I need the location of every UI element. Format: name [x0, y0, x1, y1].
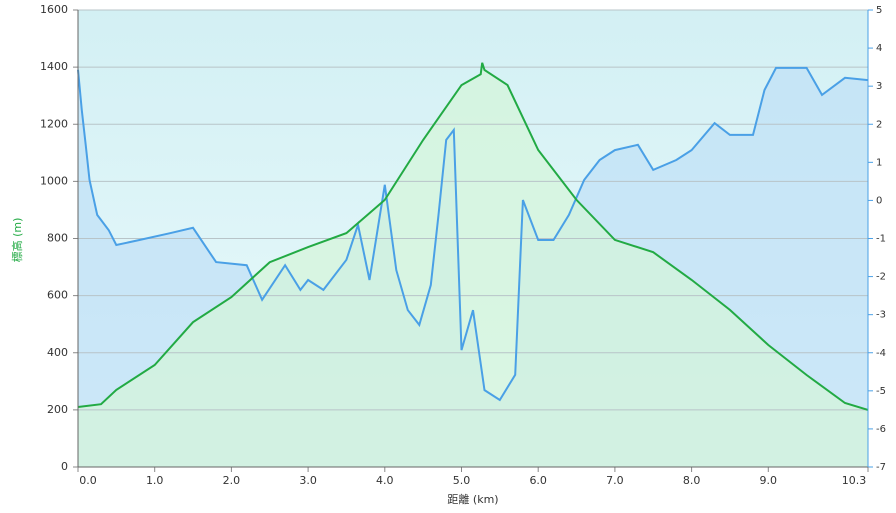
x-tick-label: 5.0 — [453, 474, 471, 487]
y2-tick-label: -3 — [876, 310, 886, 321]
y2-tick-label: -2 — [876, 272, 886, 283]
x-tick-label: 7.0 — [606, 474, 624, 487]
x-tick-label: 2.0 — [223, 474, 241, 487]
y2-tick-label: -5 — [876, 386, 886, 397]
y-tick-label: 1000 — [40, 174, 68, 187]
area — [78, 62, 868, 468]
y-tick-label: 400 — [47, 346, 68, 359]
y-tick-label: 1600 — [40, 3, 68, 16]
y-tick-label: 1400 — [40, 60, 68, 73]
x-tick-label: 0.0 — [79, 474, 97, 487]
y2-tick-label: -1 — [876, 234, 886, 245]
y2-tick-label: 0 — [876, 195, 882, 206]
y2-tick-label: -6 — [876, 424, 886, 435]
y2-tick-label: 5 — [876, 5, 882, 16]
y2-tick-label: 4 — [876, 43, 882, 54]
y-axis-label: 標高 (m) — [10, 218, 24, 263]
x-tick-label: 10.3 — [842, 474, 867, 487]
x-tick-label: 3.0 — [299, 474, 317, 487]
x-axis-label: 距離 (km) — [447, 492, 498, 506]
x-tick-label: 4.0 — [376, 474, 394, 487]
x-tick-label: 8.0 — [683, 474, 701, 487]
y2-tick-label: 1 — [876, 157, 882, 168]
y2-tick-label: 2 — [876, 119, 882, 130]
line — [77, 66, 869, 402]
y-tick-label: 200 — [47, 403, 68, 416]
x-tick-label: 9.0 — [760, 474, 778, 487]
x-tick-label: 6.0 — [529, 474, 547, 487]
y-tick-label: 600 — [47, 289, 68, 302]
y-tick-label: 800 — [47, 232, 68, 245]
line — [77, 62, 869, 411]
x-tick-label: 1.0 — [146, 474, 164, 487]
y-tick-label: 1200 — [40, 117, 68, 130]
y2-tick-label: 3 — [876, 81, 882, 92]
y2-tick-label: -4 — [876, 348, 886, 359]
y-tick-label: 0 — [61, 460, 68, 473]
y2-tick-label: -7 — [876, 462, 886, 473]
